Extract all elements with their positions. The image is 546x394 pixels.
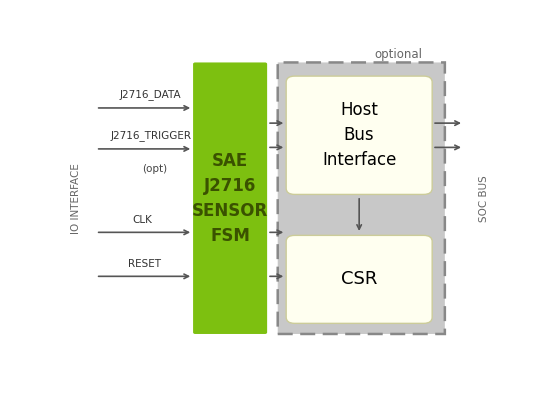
Text: RESET: RESET bbox=[128, 259, 161, 269]
Text: CSR: CSR bbox=[341, 270, 377, 288]
Text: IO INTERFACE: IO INTERFACE bbox=[71, 164, 81, 234]
FancyBboxPatch shape bbox=[278, 62, 445, 334]
Text: J2716_DATA: J2716_DATA bbox=[120, 89, 182, 100]
Text: SAE
J2716
SENSOR
FSM: SAE J2716 SENSOR FSM bbox=[192, 152, 268, 245]
Text: Host
Bus
Interface: Host Bus Interface bbox=[322, 101, 396, 169]
Text: CLK: CLK bbox=[132, 215, 152, 225]
Text: J2716_TRIGGER: J2716_TRIGGER bbox=[110, 130, 191, 141]
FancyBboxPatch shape bbox=[286, 76, 432, 194]
FancyBboxPatch shape bbox=[193, 62, 267, 334]
Text: (opt): (opt) bbox=[143, 164, 168, 174]
FancyBboxPatch shape bbox=[286, 235, 432, 323]
Text: SOC BUS: SOC BUS bbox=[479, 176, 489, 222]
Text: optional: optional bbox=[374, 48, 422, 61]
